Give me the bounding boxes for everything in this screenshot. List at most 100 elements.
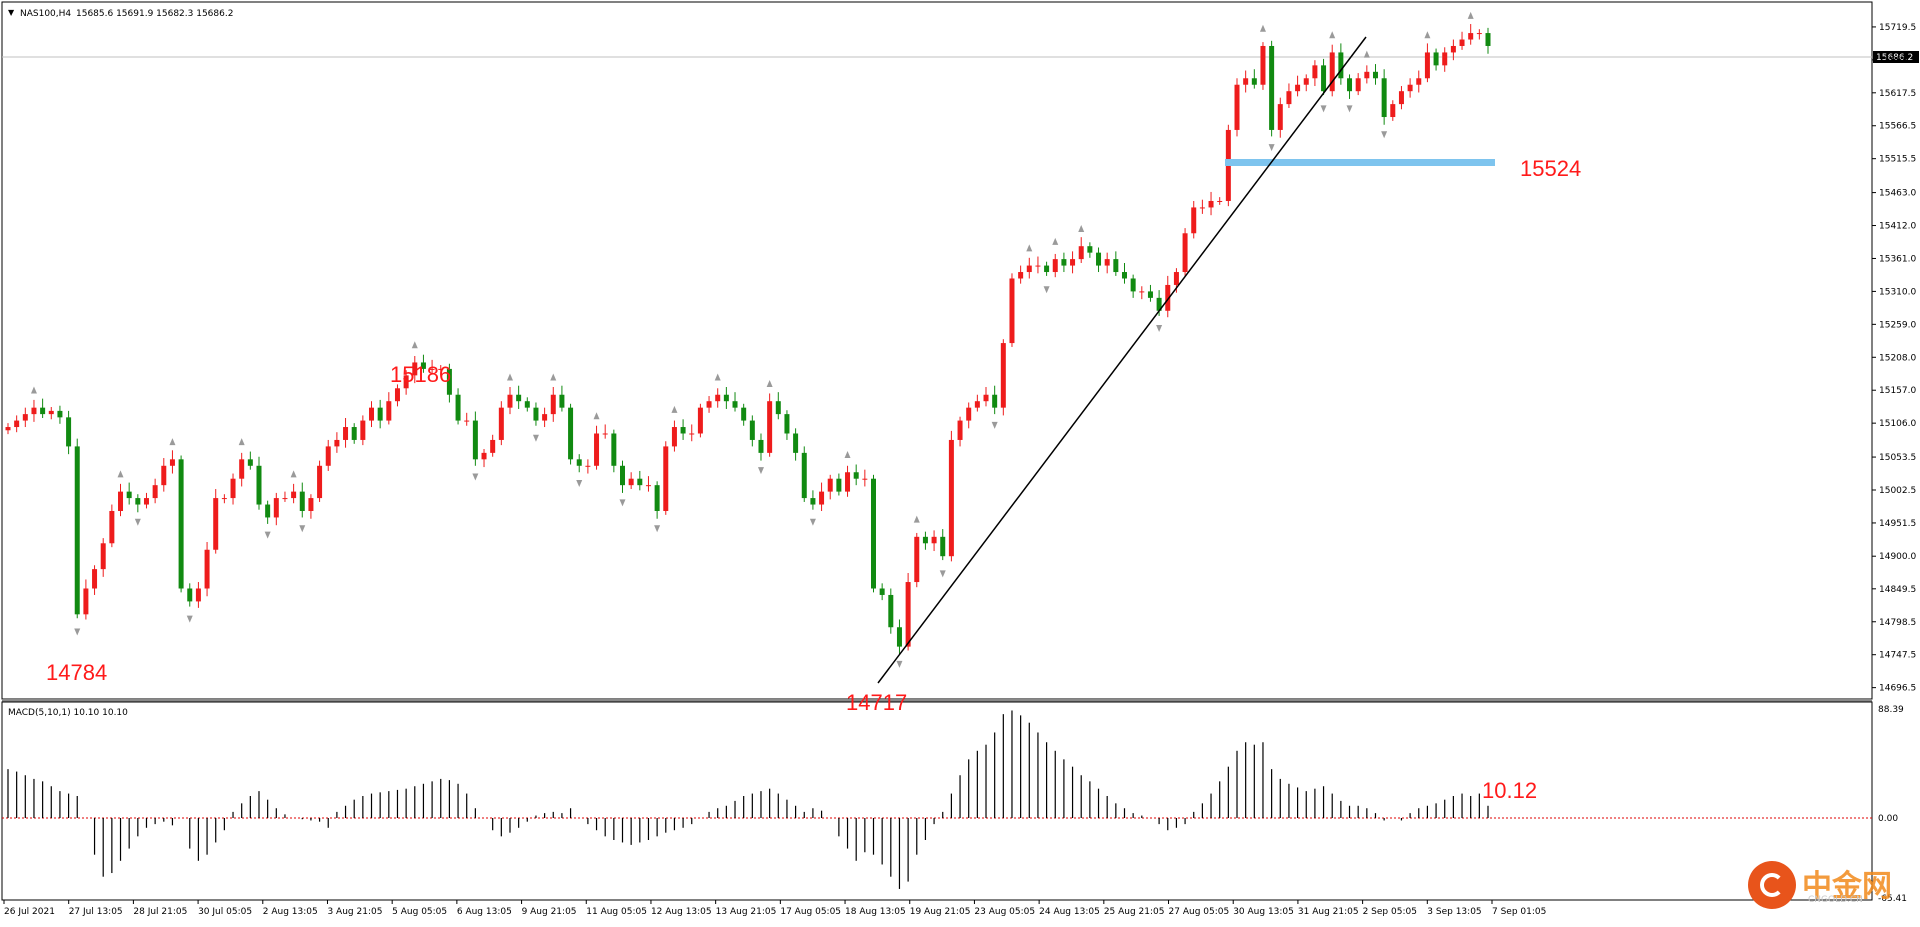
time-tick-label: 23 Aug 05:05 [974, 907, 1035, 917]
time-tick-label: 7 Sep 01:05 [1492, 907, 1546, 917]
candle-body [5, 427, 11, 431]
fractal-up-icon [671, 405, 678, 413]
price-tick-label: 15617.5 [1879, 89, 1916, 99]
candle-body [637, 478, 643, 486]
candle-body [1485, 33, 1491, 46]
candle-body [1424, 52, 1430, 79]
candle-body [299, 491, 305, 511]
time-tick-label: 30 Aug 13:05 [1233, 907, 1294, 917]
candle-body [1416, 78, 1422, 85]
candle-body [490, 439, 496, 453]
price-tick-label: 15053.5 [1879, 453, 1916, 463]
fractal-up-icon [1052, 237, 1059, 245]
candle-body [14, 420, 20, 428]
fractal-up-icon [238, 438, 245, 446]
candle-body [611, 433, 617, 466]
candle-body [1372, 71, 1378, 79]
candle-body [118, 491, 124, 511]
candle-body [135, 498, 141, 505]
candle-body [568, 407, 574, 460]
candle-body [628, 478, 634, 486]
candle-body [438, 368, 444, 370]
candle-body [1321, 65, 1327, 92]
fractal-down-icon [1320, 105, 1327, 113]
candle-body [819, 491, 825, 505]
candle-body [697, 407, 703, 434]
candle-body [1018, 272, 1024, 279]
annotation-support: 15524 [1520, 156, 1581, 181]
candle-body [308, 498, 314, 511]
candle-body [412, 362, 418, 376]
symbol-label: NAS100,H4 [20, 9, 71, 19]
fractal-down-icon [1381, 131, 1388, 139]
fractal-up-icon [714, 373, 721, 381]
fractal-down-icon [809, 518, 816, 526]
candle-body [853, 472, 859, 479]
candle-body [247, 459, 253, 466]
time-tick-label: 12 Aug 13:05 [651, 907, 712, 917]
ohlc-values: 15685.6 15691.9 15682.3 15686.2 [76, 9, 233, 19]
fractal-down-icon [186, 615, 193, 623]
current-price-tag-text: 15686.2 [1876, 53, 1913, 63]
annotation-high-mid: 15186 [390, 362, 451, 387]
price-tick-label: 15106.0 [1879, 419, 1916, 429]
macd-histogram [7, 710, 1489, 889]
candle-body [1070, 259, 1076, 266]
collapse-arrow-icon[interactable]: ▼ [8, 8, 15, 17]
candle-body [472, 420, 478, 460]
time-tick-label: 11 Aug 05:05 [586, 907, 647, 917]
candle-body [620, 465, 626, 486]
time-tick-label: 26 Jul 2021 [4, 907, 55, 917]
candle-body [732, 401, 738, 408]
candle-body [420, 362, 426, 369]
annotation-low-left: 14784 [46, 660, 107, 685]
macd-zero-label: 0.00 [1878, 814, 1898, 824]
candle-body [1390, 104, 1396, 118]
candle-body [801, 452, 807, 499]
watermark-logo: 中金网 CNGOLD.CN [1748, 855, 1908, 915]
fractals [30, 11, 1474, 668]
candle-body [715, 394, 721, 402]
candle-body [1165, 284, 1171, 311]
fractal-up-icon [593, 412, 600, 420]
candle-body [325, 446, 331, 466]
fractal-up-icon [913, 515, 920, 523]
time-tick-label: 19 Aug 21:05 [910, 907, 971, 917]
fractal-down-icon [1156, 324, 1163, 332]
candle-body [152, 485, 158, 499]
price-tick-label: 15668.5 [1879, 56, 1916, 66]
time-tick-label: 6 Aug 13:05 [457, 907, 512, 917]
candle-body [1234, 84, 1240, 130]
candle-body [992, 394, 998, 408]
fractal-down-icon [299, 525, 306, 533]
time-tick-label: 9 Aug 21:05 [522, 907, 577, 917]
candle-body [1295, 84, 1301, 92]
candle-body [680, 427, 686, 434]
candle-body [369, 407, 375, 421]
fractal-up-icon [1363, 50, 1370, 58]
fractal-up-icon [506, 373, 513, 381]
candle-body [1182, 233, 1188, 273]
candle-body [585, 465, 591, 467]
candle-body [343, 427, 349, 440]
candle-body [1139, 291, 1145, 293]
candle-body [1407, 84, 1413, 92]
candle-body [1061, 259, 1067, 266]
candle-body [1217, 200, 1223, 202]
candle-body [265, 504, 271, 518]
price-tick-label: 14849.5 [1879, 585, 1916, 595]
candle-body [48, 410, 54, 415]
candle-body [870, 478, 876, 589]
time-tick-label: 27 Aug 05:05 [1169, 907, 1230, 917]
candle-body [559, 394, 565, 408]
candle-body [83, 588, 89, 615]
candle-body [594, 433, 600, 466]
candle-body [100, 543, 106, 570]
fractal-down-icon [74, 628, 81, 636]
candle-body [1208, 200, 1214, 208]
fractal-down-icon [1346, 105, 1353, 113]
candle-body [879, 588, 885, 595]
candle-body [273, 498, 279, 518]
candle-body [1052, 259, 1058, 273]
